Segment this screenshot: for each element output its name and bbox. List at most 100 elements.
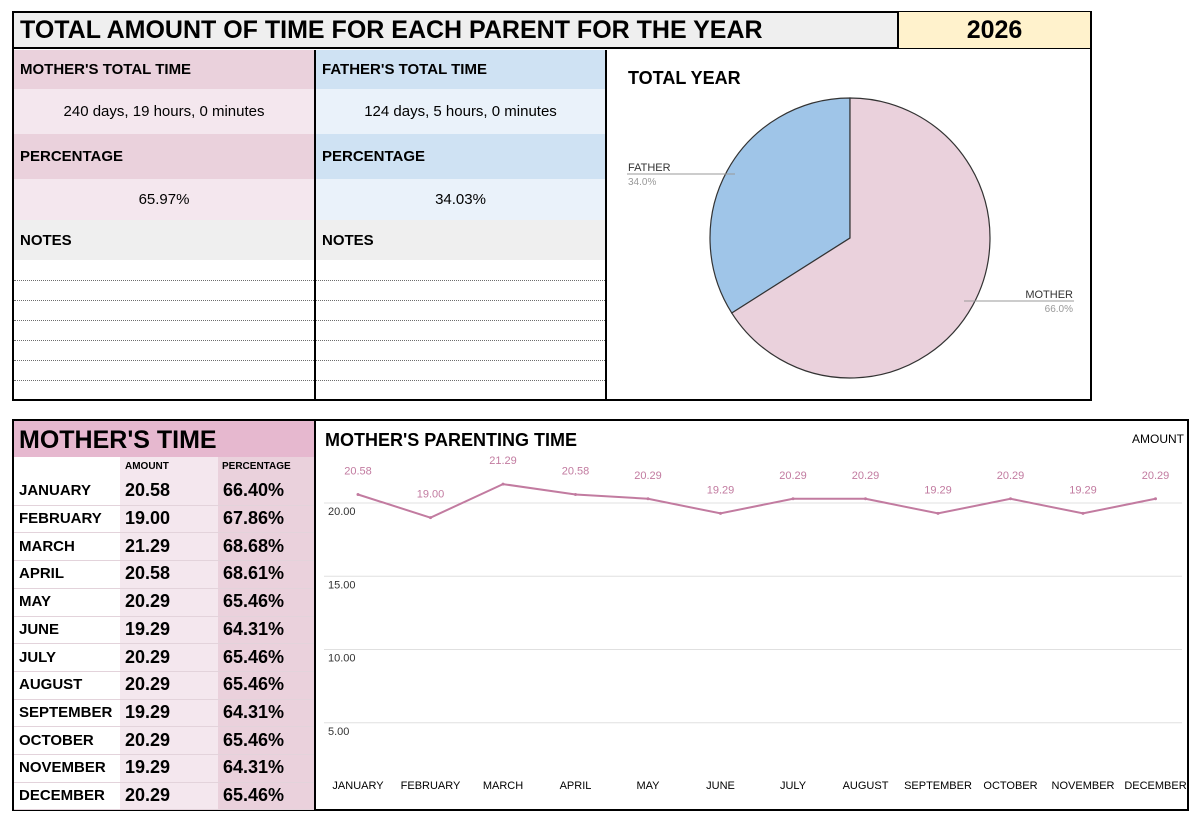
- x-tick-label: FEBRUARY: [401, 780, 461, 792]
- pie-slice-father[interactable]: [709, 97, 851, 314]
- data-label: 20.29: [852, 470, 880, 482]
- divider: [314, 50, 316, 400]
- note-line[interactable]: [14, 280, 314, 281]
- y-tick-label: 15.00: [328, 579, 356, 591]
- table-row-month: FEBRUARY: [19, 510, 102, 528]
- table-row-amount[interactable]: 21.29: [125, 535, 171, 556]
- table-row-amount[interactable]: 20.29: [125, 674, 171, 695]
- table-row-amount[interactable]: 20.29: [125, 646, 171, 667]
- table-row-amount[interactable]: 19.29: [125, 701, 171, 722]
- pie-label-father: FATHER: [628, 162, 671, 174]
- table-row-percentage[interactable]: 66.40%: [223, 480, 285, 501]
- table-row-divider: [14, 726, 314, 728]
- data-point[interactable]: [1154, 497, 1157, 501]
- father-total-label: FATHER'S TOTAL TIME: [316, 50, 605, 89]
- x-tick-label: NOVEMBER: [1052, 780, 1115, 792]
- x-tick-label: DECEMBER: [1124, 780, 1186, 792]
- data-point[interactable]: [1081, 511, 1085, 515]
- note-line[interactable]: [14, 300, 314, 301]
- data-point[interactable]: [501, 482, 505, 486]
- table-row-divider: [14, 754, 314, 755]
- father-percentage-value[interactable]: 34.03%: [316, 179, 605, 220]
- table-row-percentage[interactable]: 64.31%: [223, 701, 285, 722]
- table-row-month: OCTOBER: [19, 731, 94, 749]
- pie-value-father: 34.0%: [628, 177, 656, 188]
- data-point[interactable]: [936, 511, 940, 515]
- divider: [605, 50, 607, 400]
- table-row-divider: [14, 587, 314, 589]
- father-total-value[interactable]: 124 days, 5 hours, 0 minutes: [316, 89, 605, 134]
- divider: [314, 421, 316, 809]
- table-row-month: MAY: [19, 593, 51, 611]
- table-row-percentage[interactable]: 65.46%: [223, 729, 285, 750]
- data-label: 20.29: [779, 470, 807, 482]
- table-row-amount[interactable]: 19.29: [125, 757, 171, 778]
- data-point[interactable]: [864, 497, 867, 501]
- note-line[interactable]: [14, 340, 314, 341]
- table-row-amount[interactable]: 19.00: [125, 508, 171, 529]
- percentage-column: [218, 457, 314, 809]
- table-row-amount[interactable]: 20.29: [125, 591, 171, 612]
- series-line-amount[interactable]: [357, 483, 1156, 519]
- mother-time-table: AMOUNT PERCENTAGE JANUARY 20.58 66.40% FEBR…: [14, 457, 314, 811]
- month-column: [14, 457, 120, 809]
- data-label: 20.29: [997, 470, 1025, 482]
- table-row-amount[interactable]: 20.29: [125, 729, 171, 750]
- note-line[interactable]: [316, 280, 605, 281]
- y-tick-label: 5.00: [328, 726, 349, 738]
- table-row-amount[interactable]: 20.29: [125, 785, 171, 806]
- y-tick-label: 10.00: [328, 653, 356, 665]
- data-point[interactable]: [791, 497, 795, 501]
- note-line[interactable]: [316, 380, 605, 381]
- monthly-panel: [12, 419, 1189, 811]
- data-point[interactable]: [574, 493, 577, 497]
- percentage-header: PERCENTAGE: [222, 461, 291, 472]
- note-line[interactable]: [316, 340, 605, 341]
- table-row-percentage[interactable]: 65.46%: [223, 674, 285, 695]
- pie-title: TOTAL YEAR: [628, 68, 741, 88]
- note-line[interactable]: [316, 300, 605, 301]
- note-line[interactable]: [14, 380, 314, 381]
- data-label: 20.29: [634, 470, 662, 482]
- data-point[interactable]: [646, 497, 650, 501]
- note-line[interactable]: [316, 320, 605, 321]
- data-point[interactable]: [719, 511, 722, 515]
- line-chart-legend: AMOUNT: [1132, 432, 1184, 446]
- year-cell[interactable]: 2026: [897, 12, 1090, 48]
- table-row-percentage[interactable]: 64.31%: [223, 757, 285, 778]
- mother-total-label: MOTHER'S TOTAL TIME: [14, 50, 314, 89]
- table-row-percentage[interactable]: 65.46%: [223, 646, 285, 667]
- data-label: 20.58: [562, 466, 590, 478]
- table-row-amount[interactable]: 19.29: [125, 618, 171, 639]
- table-row-divider: [14, 560, 314, 562]
- data-label: 21.29: [489, 455, 517, 467]
- mother-percentage-value[interactable]: 65.97%: [14, 179, 314, 220]
- note-line[interactable]: [316, 360, 605, 361]
- table-row-percentage[interactable]: 68.68%: [223, 535, 285, 556]
- table-row-percentage[interactable]: 64.31%: [223, 618, 285, 639]
- note-line[interactable]: [14, 360, 314, 361]
- table-row-percentage[interactable]: 65.46%: [223, 785, 285, 806]
- table-row-month: JUNE: [19, 620, 60, 638]
- x-tick-label: OCTOBER: [983, 780, 1037, 792]
- table-row-month: AUGUST: [19, 676, 83, 694]
- table-row-month: JANUARY: [19, 482, 91, 500]
- table-row-amount[interactable]: 20.58: [125, 480, 171, 501]
- mother-percentage-label: PERCENTAGE: [14, 134, 314, 179]
- table-row-month: NOVEMBER: [19, 759, 106, 777]
- table-row-percentage[interactable]: 68.61%: [223, 563, 285, 584]
- amount-header: AMOUNT: [125, 461, 169, 472]
- amount-column: [120, 457, 218, 809]
- note-line[interactable]: [14, 320, 314, 321]
- data-point[interactable]: [1009, 497, 1012, 501]
- table-row-percentage[interactable]: 67.86%: [223, 508, 285, 529]
- table-row-amount[interactable]: 20.58: [125, 563, 171, 584]
- mother-total-value[interactable]: 240 days, 19 hours, 0 minutes: [14, 89, 314, 134]
- pie-slice-mother[interactable]: [730, 97, 991, 379]
- data-point[interactable]: [356, 493, 360, 497]
- x-tick-label: JUNE: [706, 780, 735, 792]
- data-point[interactable]: [429, 516, 432, 520]
- x-tick-label: AUGUST: [843, 780, 889, 792]
- table-row-percentage[interactable]: 65.46%: [223, 591, 285, 612]
- table-row-divider: [14, 698, 314, 700]
